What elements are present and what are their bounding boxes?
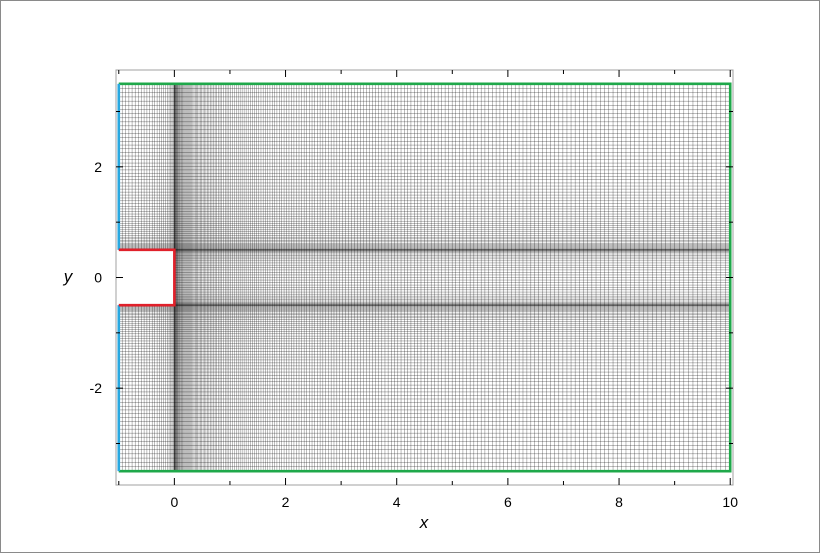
x-tick-label: 10 bbox=[722, 494, 738, 510]
x-axis-title: x bbox=[419, 513, 429, 532]
axis-ticks bbox=[116, 70, 733, 485]
wall-boundary bbox=[118, 248, 176, 307]
y-tick-label: -2 bbox=[90, 380, 103, 396]
x-tick-label: 2 bbox=[282, 494, 290, 510]
mesh-grid bbox=[118, 83, 731, 472]
tick-labels: 0 2 4 6 8 10 2 0 -2 bbox=[90, 159, 739, 510]
x-tick-label: 0 bbox=[170, 494, 178, 510]
x-tick-label: 8 bbox=[615, 494, 623, 510]
x-tick-label: 6 bbox=[504, 494, 512, 510]
x-tick-label: 4 bbox=[393, 494, 401, 510]
y-axis-title: y bbox=[63, 267, 74, 286]
y-tick-label: 2 bbox=[94, 159, 102, 175]
obstacle-region bbox=[117, 249, 175, 306]
y-tick-label: 0 bbox=[94, 270, 102, 286]
